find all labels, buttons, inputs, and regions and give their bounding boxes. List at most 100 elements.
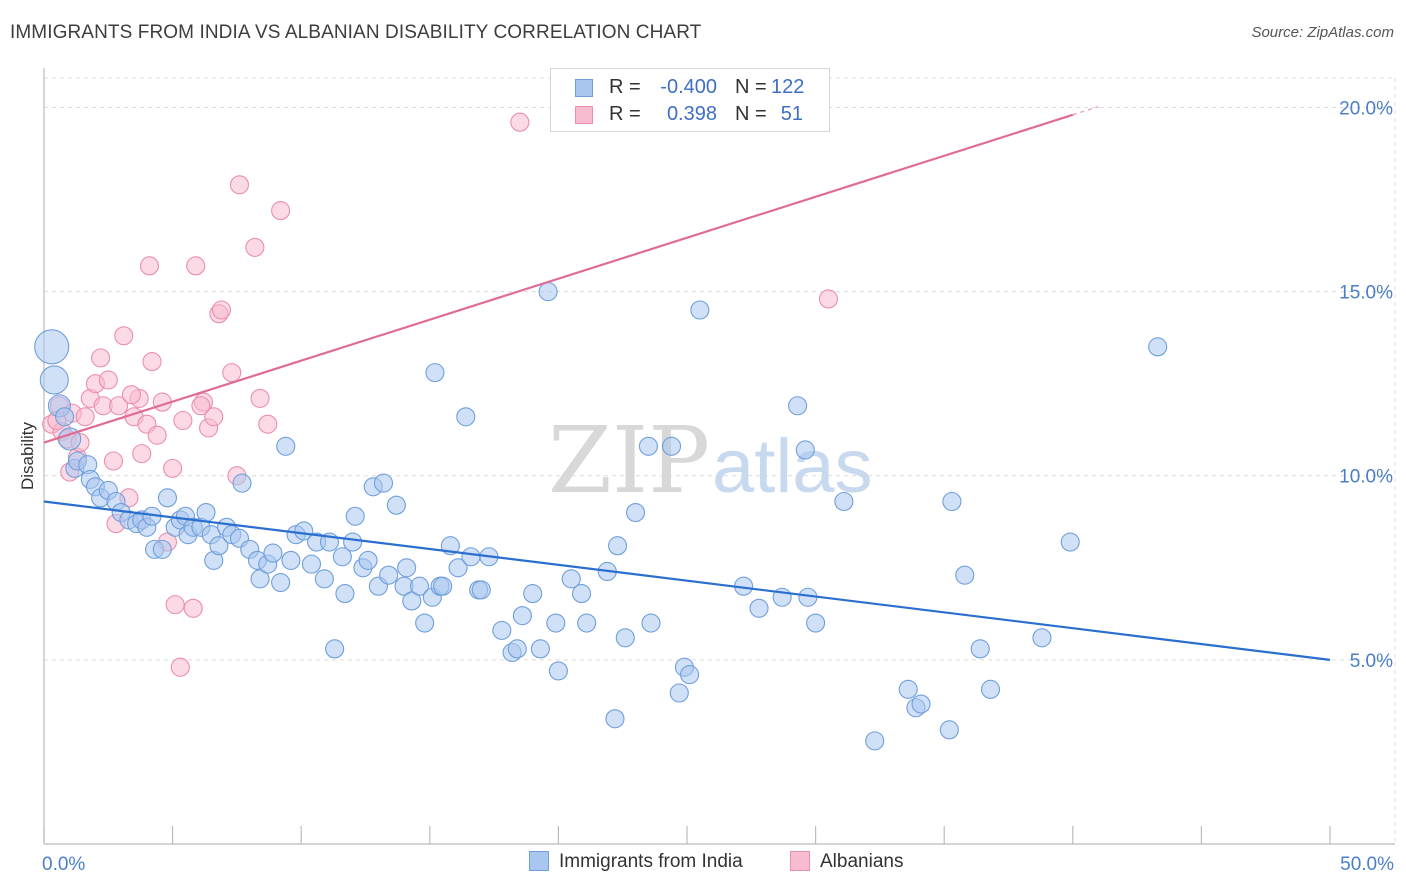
albanian-r-value: 0.398 [666,103,717,125]
india-point [834,491,854,512]
albanian-point [142,352,162,372]
y-axis-title: Disability [18,421,37,490]
legend-row-albanian: R = 0.398 N = 51 [551,101,829,129]
albanian-trend-line [43,113,1074,444]
albanian-point [173,410,193,431]
albanian-point [211,300,232,320]
legend-india-swatch [529,851,549,871]
india-point [492,620,512,640]
india-point [314,569,334,589]
india-point [276,436,296,456]
india-point [402,591,422,611]
albanian-point [98,370,118,390]
correlation-legend: R = -0.400 N = 122 R = 0.398 N = 51 [550,68,830,132]
albanian-n-label: N = [735,103,767,125]
india-point [970,639,990,659]
india-point [641,613,661,633]
india-point [980,679,1001,699]
india-point [232,473,252,493]
albanian-point [186,256,206,276]
india-r-value: -0.400 [660,76,717,98]
albanian-point [75,407,95,427]
india-point [433,576,453,596]
india-point [325,639,345,659]
legend-item-albanians: Albanians [790,851,903,873]
india-trend-line [43,500,1331,661]
india-point [911,694,931,714]
albanian-point [170,657,190,677]
india-point [271,572,291,593]
india-point [157,488,178,508]
india-swatch [575,79,593,97]
india-point [605,709,625,729]
albanian-point [191,396,211,416]
india-point [561,569,581,589]
india-point [571,584,592,604]
india-point [55,407,75,427]
india-point [669,683,689,703]
india-point [415,613,435,633]
tick-labels: 5.0% 10.0% 15.0% 20.0% 0.0% 50.0% [42,98,1394,875]
india-point [1060,532,1080,552]
india-point [788,396,808,416]
india-point [209,536,229,556]
albanian-point [139,256,160,276]
india-r-label: R = [609,76,641,98]
india-point [332,547,352,567]
india-point [608,536,628,556]
albanian-point [271,201,291,221]
india-point [806,613,826,633]
india-point [680,665,700,685]
albanian-point [163,458,183,478]
india-point [1148,337,1168,357]
albanian-point [91,348,111,368]
india-point [577,613,597,633]
india-point [294,521,314,541]
albanian-point [121,385,141,405]
albanian-point [165,595,185,615]
watermark: ZIP atlas [548,407,873,514]
india-point [548,661,568,681]
india-point [425,363,445,383]
india-point [749,598,769,618]
india-point [373,473,394,493]
albanian-point [109,396,129,416]
india-point [461,547,481,567]
india-point [898,679,918,699]
india-point [865,731,885,751]
albanian-point [147,425,167,445]
india-point [471,580,491,600]
albanian-n-value: 51 [780,103,803,125]
india-point [196,503,216,523]
watermark-zip: ZIP [548,407,710,514]
albanian-point [132,444,152,464]
albanian-point [245,237,265,257]
india-point [795,440,815,460]
india-point [34,329,70,365]
axes [43,68,1395,845]
trend-lines [43,105,1331,661]
india-points [34,282,1168,751]
albanian-point [114,326,134,346]
albanian-point [103,451,123,471]
india-n-value: 122 [771,76,805,98]
albanian-point [229,175,250,195]
source-credit: Source: ZipAtlas.com [1251,24,1394,41]
india-point [512,606,532,626]
india-point [546,613,566,633]
india-point [301,554,322,574]
india-point [939,720,959,740]
y-tick-label: 5.0% [1350,651,1393,672]
albanian-r-label: R = [609,103,641,125]
india-point [942,491,962,512]
india-point [507,639,527,659]
india-point [626,503,646,523]
x-tick-label-max: 50.0% [1340,854,1394,875]
india-point [397,558,417,578]
india-point [345,506,365,526]
india-point [281,550,301,570]
india-point [523,584,543,604]
india-point [386,495,406,515]
india-point [250,569,270,589]
india-point [690,300,710,320]
